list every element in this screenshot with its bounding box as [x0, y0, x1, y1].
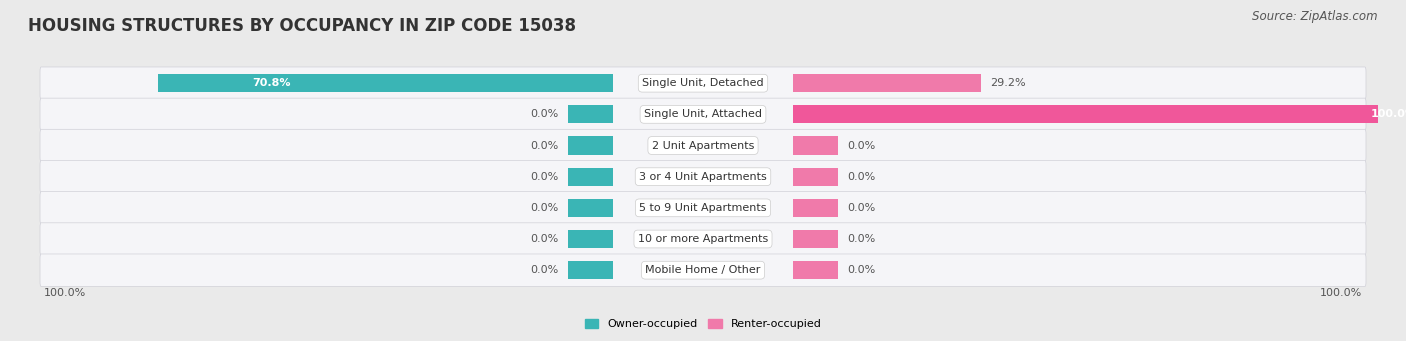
- Text: 0.0%: 0.0%: [530, 140, 558, 150]
- Text: Mobile Home / Other: Mobile Home / Other: [645, 265, 761, 275]
- Bar: [157, 74, 613, 92]
- Bar: [568, 168, 613, 186]
- Text: 0.0%: 0.0%: [530, 109, 558, 119]
- Text: 2 Unit Apartments: 2 Unit Apartments: [652, 140, 754, 150]
- Text: 100.0%: 100.0%: [1371, 109, 1406, 119]
- FancyBboxPatch shape: [39, 254, 1367, 286]
- Bar: [568, 136, 613, 154]
- Text: 0.0%: 0.0%: [530, 234, 558, 244]
- Text: 0.0%: 0.0%: [848, 265, 876, 275]
- Text: 29.2%: 29.2%: [990, 78, 1026, 88]
- Text: 10 or more Apartments: 10 or more Apartments: [638, 234, 768, 244]
- Text: 5 to 9 Unit Apartments: 5 to 9 Unit Apartments: [640, 203, 766, 213]
- Text: 100.0%: 100.0%: [1320, 287, 1362, 298]
- Bar: [568, 199, 613, 217]
- Bar: [568, 230, 613, 248]
- Text: 0.0%: 0.0%: [530, 172, 558, 182]
- FancyBboxPatch shape: [39, 223, 1367, 255]
- Legend: Owner-occupied, Renter-occupied: Owner-occupied, Renter-occupied: [581, 314, 825, 333]
- Bar: [793, 168, 838, 186]
- Text: HOUSING STRUCTURES BY OCCUPANCY IN ZIP CODE 15038: HOUSING STRUCTURES BY OCCUPANCY IN ZIP C…: [28, 17, 576, 35]
- FancyBboxPatch shape: [39, 129, 1367, 162]
- FancyBboxPatch shape: [39, 192, 1367, 224]
- Text: 0.0%: 0.0%: [848, 172, 876, 182]
- Text: 3 or 4 Unit Apartments: 3 or 4 Unit Apartments: [640, 172, 766, 182]
- Text: 100.0%: 100.0%: [44, 287, 86, 298]
- FancyBboxPatch shape: [39, 98, 1367, 131]
- Bar: [568, 261, 613, 279]
- Text: Single Unit, Detached: Single Unit, Detached: [643, 78, 763, 88]
- Text: 0.0%: 0.0%: [848, 203, 876, 213]
- Bar: [793, 230, 838, 248]
- Bar: [568, 105, 613, 123]
- FancyBboxPatch shape: [39, 161, 1367, 193]
- Text: Source: ZipAtlas.com: Source: ZipAtlas.com: [1253, 10, 1378, 23]
- Text: Single Unit, Attached: Single Unit, Attached: [644, 109, 762, 119]
- Text: 0.0%: 0.0%: [530, 203, 558, 213]
- Text: 0.0%: 0.0%: [848, 234, 876, 244]
- Text: 0.0%: 0.0%: [530, 265, 558, 275]
- FancyBboxPatch shape: [39, 67, 1367, 99]
- Bar: [793, 199, 838, 217]
- Text: 0.0%: 0.0%: [848, 140, 876, 150]
- Bar: [793, 105, 1406, 123]
- Bar: [793, 136, 838, 154]
- Text: 70.8%: 70.8%: [253, 78, 291, 88]
- Bar: [793, 261, 838, 279]
- Bar: [793, 74, 980, 92]
